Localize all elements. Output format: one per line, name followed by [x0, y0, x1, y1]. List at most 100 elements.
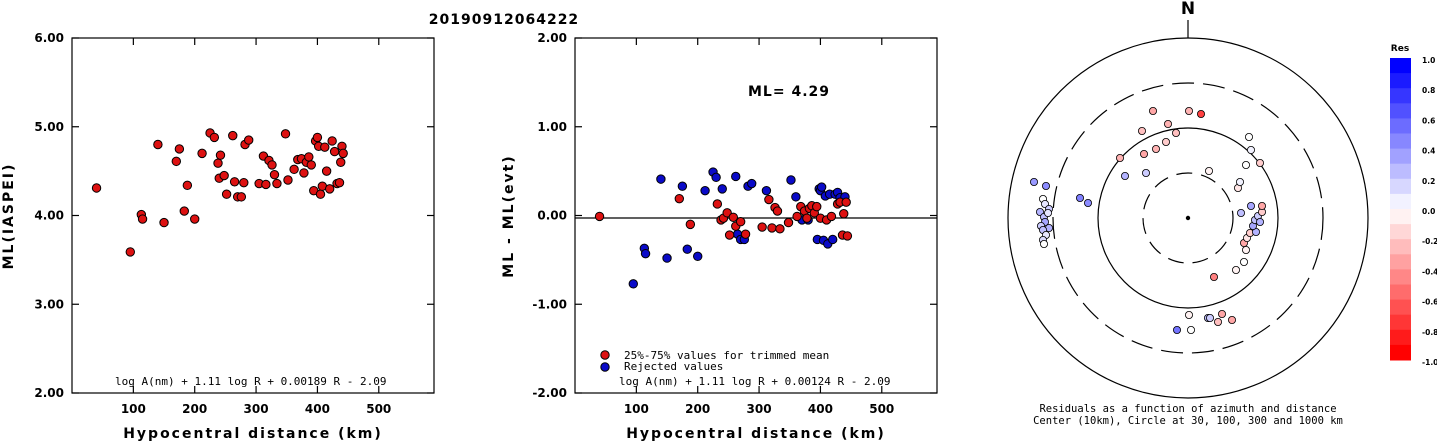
accepted-point — [839, 209, 849, 219]
station-residual-point — [1205, 166, 1214, 175]
y-tick-label: 6.00 — [34, 31, 64, 45]
colorbar-tick-label: -0.4 — [1422, 267, 1437, 276]
colorbar-tick-label: 0.6 — [1422, 116, 1435, 125]
data-point — [321, 166, 332, 176]
colorbar-tick-label: -1.0 — [1422, 358, 1437, 367]
data-point — [272, 178, 282, 189]
y-tick-label: 2.00 — [537, 31, 567, 45]
data-point — [320, 142, 330, 152]
station-residual-point — [1237, 208, 1246, 217]
colorbar-cell — [1390, 133, 1411, 150]
station-residual-point — [1258, 201, 1267, 210]
figure-title: 20190912064222 — [429, 12, 579, 28]
data-point — [219, 170, 229, 181]
y-tick-label: 1.00 — [537, 120, 567, 134]
data-point — [228, 130, 238, 141]
accepted-point — [812, 201, 822, 212]
y-tick-label: 2.00 — [34, 386, 64, 400]
legend-accepted-marker — [600, 350, 610, 360]
data-point — [182, 180, 193, 191]
colorbar-title: Res — [1391, 44, 1409, 54]
station-residual-point — [1042, 181, 1051, 190]
station-residual-point — [1149, 107, 1158, 116]
data-point — [306, 160, 316, 170]
north-label: N — [1181, 0, 1195, 19]
rejected-point — [731, 171, 741, 182]
station-residual-point — [1256, 158, 1265, 167]
station-residual-point — [1240, 257, 1249, 266]
accepted-point — [712, 199, 723, 209]
colorbar-cell — [1390, 103, 1411, 119]
station-residual-point — [1247, 145, 1256, 154]
station-residual-point — [1044, 208, 1053, 217]
y-tick-label: -2.00 — [532, 386, 567, 400]
colorbar-cell — [1390, 58, 1411, 74]
station-residual-point — [1197, 110, 1206, 119]
data-point — [190, 214, 200, 224]
data-point — [280, 129, 291, 139]
data-point — [213, 158, 223, 168]
data-point — [327, 136, 337, 146]
colorbar-cell — [1390, 344, 1411, 361]
y-tick-label: 3.00 — [34, 297, 64, 311]
data-point — [209, 132, 220, 143]
colorbar-tick-label: -0.6 — [1422, 298, 1437, 307]
formula-label: log A(nm) + 1.11 log R + 0.00124 R - 2.0… — [619, 375, 891, 388]
station-residual-point — [1173, 325, 1182, 334]
station-residual-point — [1242, 160, 1251, 169]
legend-rejected-marker — [600, 362, 610, 372]
colorbar-cells — [1390, 58, 1411, 361]
station-residual-point — [1030, 177, 1039, 186]
data-point — [215, 150, 226, 160]
station-residual-point — [1228, 315, 1237, 324]
colorbar-cell — [1390, 239, 1411, 255]
rejected-point — [700, 185, 710, 196]
rejected-point — [711, 172, 721, 183]
data-point — [261, 179, 271, 190]
accepted-point — [792, 211, 802, 222]
data-point — [336, 157, 346, 167]
station-residual-point — [1218, 309, 1227, 318]
station-residual-point — [1140, 149, 1149, 158]
rejected-point — [656, 174, 666, 184]
colorbar-tick-label: 0.4 — [1422, 147, 1435, 156]
colorbar-cell — [1390, 284, 1411, 301]
x-tick-label: 400 — [305, 402, 330, 416]
data-point — [267, 160, 277, 170]
colorbar-tick-label: 0.8 — [1422, 86, 1435, 95]
colorbar-cell — [1390, 148, 1411, 165]
x-tick-label: 300 — [244, 402, 269, 416]
data-point — [244, 135, 254, 145]
station-residual-point — [1214, 317, 1223, 326]
accepted-point — [775, 224, 785, 234]
accepted-point — [841, 197, 851, 207]
x-tick-label: 500 — [869, 402, 894, 416]
rejected-point — [747, 178, 757, 189]
colorbar-tick-label: 1.0 — [1422, 56, 1435, 65]
accepted-point — [674, 193, 685, 204]
data-point — [324, 184, 335, 194]
station-residual-point — [1242, 245, 1251, 254]
station-residual-point — [1256, 217, 1265, 226]
data-point — [91, 183, 102, 193]
station-residual-point — [1116, 153, 1125, 162]
colorbar-cell — [1390, 73, 1411, 89]
rejected-point — [662, 253, 672, 263]
y-tick-label: 0.00 — [537, 209, 567, 223]
data-point — [329, 146, 340, 157]
caption-line-1: Residuals as a function of azimuth and d… — [1039, 403, 1336, 415]
data-point — [236, 192, 247, 202]
rejected-point — [786, 175, 796, 185]
accepted-point — [594, 211, 605, 222]
accepted-point — [826, 211, 837, 222]
accepted-point — [802, 213, 812, 223]
x-tick-label: 200 — [182, 402, 207, 416]
data-point — [221, 189, 232, 199]
station-residual-point — [1236, 177, 1245, 186]
ring-1000km — [1007, 37, 1369, 399]
station-residual-point — [1185, 107, 1194, 116]
legend-rejected-label: Rejected values — [624, 360, 723, 373]
formula-label: log A(nm) + 1.11 log R + 0.00189 R - 2.0… — [115, 375, 387, 388]
station-residual-point — [1040, 239, 1049, 248]
